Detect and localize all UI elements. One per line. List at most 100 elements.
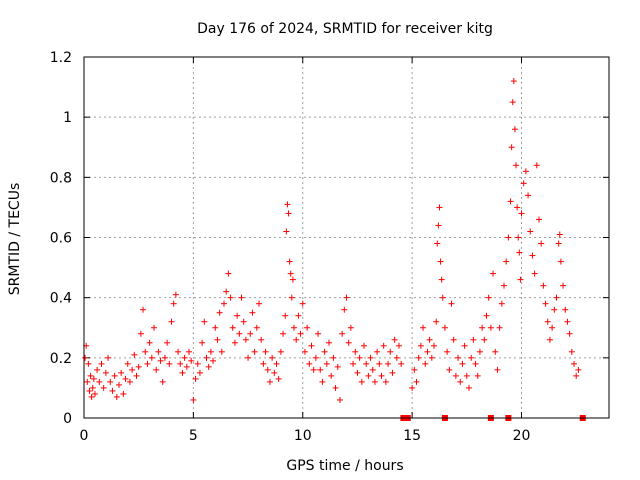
data-point: [494, 366, 501, 373]
data-point: [461, 342, 468, 349]
data-point: [448, 300, 455, 307]
data-point: [380, 342, 387, 349]
data-point: [308, 342, 315, 349]
data-point: [242, 336, 249, 343]
data-point: [514, 204, 521, 211]
data-point: [568, 348, 575, 355]
data-point: [100, 384, 107, 391]
data-point: [137, 330, 144, 337]
data-point: [203, 354, 210, 361]
data-point: [415, 354, 422, 361]
data-point: [282, 312, 289, 319]
data-point: [525, 192, 532, 199]
data-point: [234, 312, 241, 319]
data-point: [354, 369, 361, 376]
axis-ticks: 0 5 10 15 20 0 0.2 0.4 0.6 0.8 1 1.2: [50, 50, 609, 444]
data-point: [181, 354, 188, 361]
data-point: [343, 294, 350, 301]
data-point: [531, 270, 538, 277]
data-point: [367, 354, 374, 361]
data-point: [283, 228, 290, 235]
data-point: [507, 198, 514, 205]
data-point: [89, 384, 96, 391]
data-point: [483, 312, 490, 319]
data-point: [146, 339, 153, 346]
data-point: [120, 390, 127, 397]
data-point: [129, 366, 136, 373]
data-point: [159, 378, 166, 385]
data-point: [319, 378, 326, 385]
data-point: [398, 360, 405, 367]
data-point: [371, 378, 378, 385]
data-point: [485, 294, 492, 301]
data-point: [556, 231, 563, 238]
data-point: [157, 357, 164, 364]
data-point: [214, 336, 221, 343]
data-point: [573, 372, 580, 379]
data-point: [492, 348, 499, 355]
data-point: [98, 360, 105, 367]
data-point: [527, 228, 534, 235]
data-point: [435, 222, 442, 229]
data-point: [131, 351, 138, 358]
data-point: [177, 360, 184, 367]
data-point: [536, 216, 542, 223]
data-point: [280, 330, 287, 337]
data-point: [450, 336, 457, 343]
data-point: [310, 366, 317, 373]
data-point: [295, 312, 302, 319]
data-point: [452, 372, 459, 379]
data-point: [434, 240, 441, 247]
data-point: [439, 294, 446, 301]
data-point: [352, 348, 359, 355]
data-point: [304, 324, 311, 331]
x-tick-label: 20: [513, 428, 531, 444]
data-point: [155, 348, 162, 355]
data-point: [544, 318, 551, 325]
data-point: [476, 348, 483, 355]
data-point: [455, 354, 462, 361]
data-point: [312, 354, 319, 361]
y-tick-label: 0.2: [50, 351, 72, 367]
data-point: [289, 276, 296, 283]
data-point: [374, 348, 381, 355]
data-point: [498, 300, 505, 307]
data-point: [286, 258, 293, 265]
data-point: [562, 306, 569, 313]
data-point: [135, 363, 142, 370]
data-point: [210, 357, 217, 364]
data-point: [284, 201, 291, 208]
data-point: [513, 162, 520, 169]
data-point: [212, 324, 219, 331]
data-point: [413, 378, 420, 385]
data-point: [457, 378, 464, 385]
data-point: [393, 354, 400, 361]
data-point: [515, 234, 522, 241]
data-point: [223, 288, 230, 295]
x-axis-label: GPS time / hours: [286, 458, 403, 474]
data-point: [444, 348, 451, 355]
data-point: [501, 282, 507, 289]
data-point: [88, 393, 95, 400]
data-point: [183, 363, 190, 370]
data-point: [102, 369, 109, 376]
data-point: [463, 372, 470, 379]
data-point: [470, 336, 477, 343]
data-point: [247, 330, 254, 337]
data-point: [422, 360, 429, 367]
data-point: [168, 318, 175, 325]
data-point: [122, 375, 129, 382]
data-point: [144, 360, 151, 367]
data-point: [347, 324, 354, 331]
data-point: [86, 387, 93, 394]
data-point: [186, 348, 192, 355]
data-point: [490, 270, 497, 277]
data-point: [249, 309, 256, 316]
data-point: [540, 282, 547, 289]
data-point: [326, 339, 332, 346]
data-point: [262, 348, 269, 355]
data-point: [409, 384, 416, 391]
data-point: [431, 342, 437, 349]
data-point: [437, 258, 444, 265]
data-point: [391, 336, 398, 343]
